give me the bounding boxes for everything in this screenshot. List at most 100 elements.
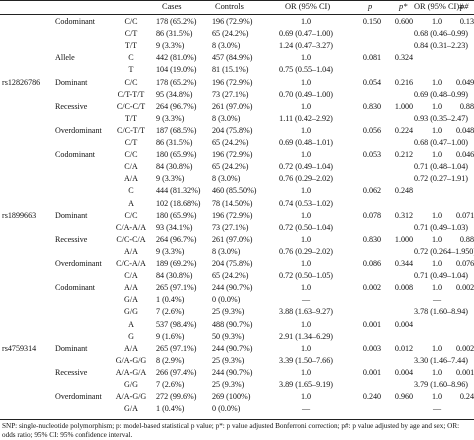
cases-cell: 86 (31.5%) — [156, 138, 193, 147]
cases-cell: 84 (30.8%) — [156, 271, 193, 281]
or-cell: 1.0 — [300, 150, 312, 160]
model-cell: Dominant — [55, 210, 88, 220]
table-row: rs12826786 Dominant C/C 178 (65.2%) 196 (72.… — [0, 78, 474, 89]
model-cell: Codominant — [55, 283, 96, 293]
p-star-cell: 0.344 — [394, 259, 414, 268]
or-adjusted-cell: 1.0 — [431, 392, 443, 402]
controls-cell: 8 (3.0%) — [212, 174, 241, 184]
p-hash-cell: 0.046 — [456, 150, 474, 160]
or-cell: 0.75 (0.55–1.04) — [279, 65, 333, 75]
genotype-cell: C/C — [124, 210, 138, 220]
or-cell: 0.72 (0.49–1.04) — [279, 162, 333, 172]
cases-cell: 178 (65.2%) — [156, 17, 197, 26]
model-cell: Recessive — [55, 101, 88, 111]
genotype-cell: C — [128, 53, 134, 63]
controls-cell: 65 (24.2%) — [212, 271, 249, 281]
model-cell: Dominant — [55, 343, 88, 353]
or-adjusted-cell: 0.71 (0.49–1.04) — [414, 271, 468, 281]
or-cell: 1.0 — [300, 234, 312, 244]
table-footnote: SNP: single-nucleotide polymorphism; p: … — [2, 422, 460, 439]
controls-cell: 8 (3.0%) — [212, 41, 241, 51]
controls-cell: 204 (75.8%) — [212, 259, 253, 268]
table-row: T/T 9 (3.3%) 8 (3.0%) 1.24 (0.47–3.27) 0.84 … — [0, 41, 474, 52]
p-star-cell: 0.004 — [394, 367, 414, 377]
p-cell: 0.003 — [362, 343, 382, 353]
cases-cell: 93 (34.1%) — [156, 222, 193, 232]
or-adjusted-cell: 1.0 — [431, 367, 443, 377]
cases-cell: 265 (97.1%) — [156, 283, 197, 293]
controls-cell: 25 (9.3%) — [212, 307, 245, 317]
or-cell: 1.0 — [300, 343, 312, 353]
header-p-hash: p# — [460, 2, 469, 11]
p-star-cell: 0.312 — [394, 210, 414, 220]
table-row: C/A 84 (30.8%) 65 (24.2%) 0.72 (0.50–1.05) 0… — [0, 271, 474, 282]
cases-cell: 180 (65.9%) — [156, 210, 197, 220]
table-row: G/A-G/G 8 (2.9%) 25 (9.3%) 3.39 (1.50–7.66)… — [0, 356, 474, 367]
model-cell: Dominant — [55, 77, 88, 87]
header-or: OR (95% CI) — [285, 2, 331, 11]
or-adjusted-cell: 0.72 (0.264–1.950) — [414, 246, 474, 256]
genotype-cell: T/T — [124, 41, 138, 51]
cases-cell: 265 (97.1%) — [156, 343, 197, 353]
p-star-cell: 0.224 — [394, 125, 414, 135]
or-cell: 1.0 — [300, 392, 312, 402]
or-cell: — — [301, 404, 311, 414]
cases-cell: 9 (3.3%) — [156, 41, 185, 51]
p-star-cell: 0.012 — [394, 343, 414, 353]
table-row: Overdominant A/A-G/G 272 (99.6%) 269 (100%)… — [0, 392, 474, 403]
or-adjusted-cell: 1.0 — [431, 17, 443, 26]
model-cell: Recessive — [55, 234, 88, 244]
controls-cell: 73 (27.1%) — [212, 89, 249, 99]
p-star-cell: 0.008 — [394, 283, 414, 293]
table-row: Codominant C/C 180 (65.9%) 196 (72.9%) 1.0 0.… — [0, 150, 474, 161]
or-adjusted-cell: — — [432, 295, 442, 305]
or-cell: 0.70 (0.49–1.00) — [279, 89, 333, 99]
header-controls: Controls — [215, 2, 244, 11]
p-star-cell: 0.212 — [394, 150, 414, 160]
controls-cell: 269 (100%) — [212, 392, 251, 402]
table-row: A 537 (98.4%) 488 (90.7%) 1.0 0.001 0.004 — [0, 320, 474, 331]
p-star-cell: 1.000 — [394, 234, 414, 244]
table-row: Allele C 442 (81.0%) 457 (84.9%) 1.0 0.081 0.3… — [0, 53, 474, 64]
cases-cell: 7 (2.6%) — [156, 307, 185, 317]
or-adjusted-cell: 1.0 — [431, 150, 443, 160]
header-or-adjusted: OR (95% CI)# — [414, 2, 464, 11]
controls-cell: 488 (90.7%) — [212, 319, 253, 329]
genotype-cell: C/A-A/A — [115, 222, 147, 232]
model-cell: Allele — [55, 53, 75, 63]
table-row: A 102 (18.68%) 78 (14.50%) 0.74 (0.53–1.02) — [0, 199, 474, 210]
controls-cell: 81 (15.1%) — [212, 65, 249, 75]
cases-cell: 189 (69.2%) — [156, 259, 197, 268]
genotype-cell: T — [128, 65, 134, 75]
genotype-cell: C/T-T/T — [117, 89, 145, 99]
p-star-cell: 0.248 — [394, 186, 414, 196]
model-cell: Codominant — [55, 17, 96, 26]
controls-cell: 196 (72.9%) — [212, 210, 253, 220]
genotype-cell: T/T — [124, 113, 138, 123]
or-adjusted-cell: 0.71 (0.48–1.04) — [414, 162, 468, 172]
table-row: G 9 (1.6%) 50 (9.3%) 2.91 (1.34–6.29) — [0, 332, 474, 343]
controls-cell: 196 (72.9%) — [212, 17, 253, 26]
or-cell: 0.69 (0.48–1.01) — [279, 138, 333, 147]
cases-cell: 1 (0.4%) — [156, 404, 185, 414]
table-row: G/A 1 (0.4%) 0 (0.0%) — — — [0, 295, 474, 306]
controls-cell: 196 (72.9%) — [212, 77, 253, 87]
controls-cell: 204 (75.8%) — [212, 125, 253, 135]
p-hash-cell: 0.076 — [456, 259, 474, 268]
cases-cell: 9 (3.3%) — [156, 246, 185, 256]
or-adjusted-cell: 0.71 (0.49–1.03) — [414, 222, 468, 232]
or-cell: 1.0 — [300, 17, 312, 26]
or-cell: 0.72 (0.50–1.05) — [279, 271, 333, 281]
or-cell: 1.0 — [300, 319, 312, 329]
snp-cell: rs12826786 — [2, 77, 41, 87]
genotype-cell: C/A — [124, 162, 138, 172]
or-cell: 1.0 — [300, 186, 312, 196]
table-row: C 444 (81.32%) 460 (85.50%) 1.0 0.062 0.248 — [0, 186, 474, 197]
p-cell: 0.001 — [362, 319, 382, 329]
controls-cell: 244 (90.7%) — [212, 283, 253, 293]
table-row: Recessive A/A-G/A 266 (97.4%) 244 (90.7%) 1.… — [0, 368, 474, 379]
genotype-cell: C/C — [124, 77, 138, 87]
cases-cell: 7 (2.6%) — [156, 380, 185, 389]
controls-cell: 0 (0.0%) — [212, 404, 241, 414]
controls-cell: 65 (24.2%) — [212, 162, 249, 172]
